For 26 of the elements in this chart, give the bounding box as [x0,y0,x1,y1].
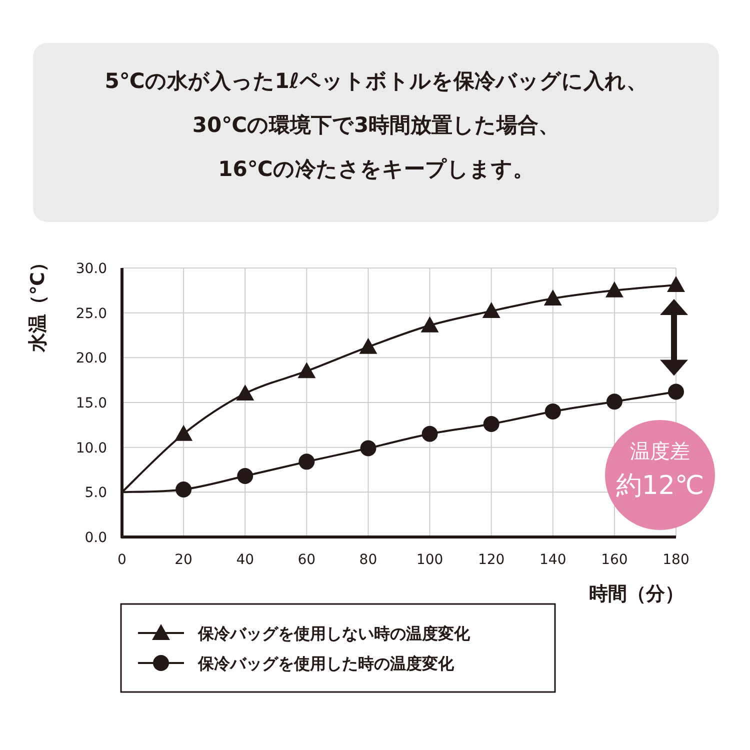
x-tick-label: 100 [416,552,444,568]
x-tick-label: 0 [118,552,126,568]
y-tick-label: 15.0 [76,396,107,412]
x-tick-label: 80 [359,552,378,568]
y-axis-title: 水温（℃） [27,252,49,354]
x-tick-label: 120 [478,552,505,568]
legend-label: 保冷バッグを使用した時の温度変化 [197,654,455,673]
y-tick-label: 20.0 [76,350,107,367]
x-tick-label: 40 [236,552,254,568]
title: 5℃の水が入った1ℓペットボトルを保冷バッグに入れ、 30℃の環境下で3時間放置した場合、 16℃の冷たさをキープします。 [33,43,719,222]
x-tick-label: 180 [662,552,690,568]
x-tick-label: 20 [174,552,192,568]
annotation: 約12℃ [616,471,704,501]
legend-label: 保冷バッグを使用しない時の温度変化 [197,624,471,643]
annotation: 温度差 [630,439,690,463]
y-tick-label: 10.0 [76,440,107,456]
x-tick-label: 140 [540,552,566,568]
annotation: 温度差 約12℃ [605,420,715,530]
chart-title: 5℃の水が入った1ℓペットボトルを保冷バッグに入れ、 30℃の環境下で3時間放置した場合、 16℃の冷たさをキープします。 [104,69,648,181]
y-tick-label: 5.0 [84,485,107,502]
x-axis-title: 時間（分） [589,583,684,605]
x-tick-label: 160 [601,552,628,568]
y-tick-label: 25.0 [76,306,107,322]
y-tick-label: 30.0 [76,261,107,277]
y-tick-label: 0.0 [84,530,107,546]
x-tick-label: 60 [298,552,316,568]
